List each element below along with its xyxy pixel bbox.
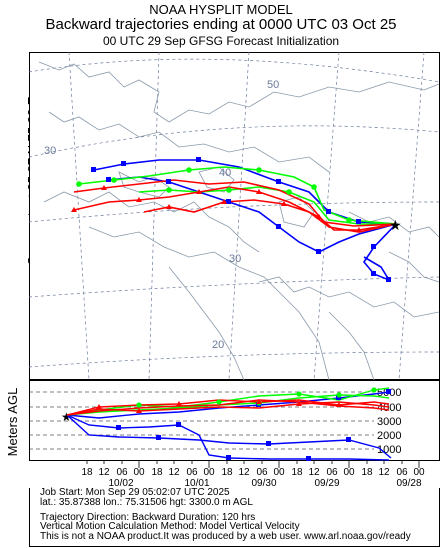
lat-label: 40	[219, 167, 231, 179]
height-green	[66, 394, 390, 416]
lat-label: 20	[212, 339, 224, 351]
job-start: Job Start: Mon Sep 29 05:02:07 UTC 2025	[40, 487, 230, 498]
hour-tick: 06	[116, 467, 128, 478]
trajectory-markers	[71, 157, 391, 282]
hour-tick: 00	[203, 467, 215, 478]
date-tick: 10/02	[108, 478, 133, 488]
height-blue	[66, 414, 390, 461]
height-blue	[66, 414, 392, 459]
lat-label: 30	[229, 253, 241, 265]
hour-tick: 12	[98, 467, 110, 478]
hour-tick: 06	[186, 467, 198, 478]
trajectory-direction: Trajectory Direction: Backward Duration:…	[40, 511, 256, 523]
source-coords: lat.: 35.87388 lon.: 75.31506 hgt: 3300.…	[40, 496, 253, 508]
hour-tick: 00	[413, 467, 425, 478]
job-info-box: Job Start: Mon Sep 29 05:02:07 UTC 2025 …	[29, 488, 440, 547]
hour-tick: 06	[326, 467, 338, 478]
vertical-motion-method: Vertical Motion Calculation Method: Mode…	[40, 521, 300, 533]
hour-tick: 18	[361, 467, 373, 478]
meters-agl-label: Meters AGL	[5, 387, 20, 457]
height-tick: 3000	[377, 416, 401, 428]
start-star-icon: ★	[61, 410, 72, 424]
chart-subtitle: 00 UTC 29 Sep GFSG Forecast Initializati…	[102, 34, 340, 48]
hour-tick: 06	[256, 467, 268, 478]
date-tick: 10/01	[184, 478, 209, 488]
hour-tick: 12	[168, 467, 180, 478]
height-tick: 4000	[377, 402, 401, 414]
chart-title: Backward trajectories ending at 0000 UTC…	[45, 16, 397, 33]
trajectory-blue	[93, 159, 397, 225]
trajectory-red	[73, 179, 397, 227]
hour-tick: 00	[343, 467, 355, 478]
lat-label: 30	[44, 145, 56, 157]
height-tick: 2000	[377, 430, 401, 442]
disclaimer: This is not a NOAA product.It was produc…	[40, 531, 411, 543]
hour-tick: 18	[291, 467, 303, 478]
hour-tick: 18	[81, 467, 93, 478]
date-tick: 09/29	[314, 478, 339, 488]
hour-tick: 12	[308, 467, 320, 478]
date-tick: 09/28	[396, 478, 421, 488]
trajectory-map: 50 40 30 30 20	[29, 52, 440, 380]
hour-tick: 06	[396, 467, 408, 478]
height-red	[66, 399, 390, 416]
hour-tick: 18	[221, 467, 233, 478]
graticule	[29, 52, 440, 380]
height-tick: 1000	[377, 444, 401, 456]
date-tick: 09/30	[251, 478, 276, 488]
trajectory-red	[143, 199, 397, 233]
hour-tick: 18	[151, 467, 163, 478]
hour-tick: 00	[273, 467, 285, 478]
hour-tick: 12	[238, 467, 250, 478]
model-name: NOAA HYSPLIT MODEL	[149, 2, 293, 17]
hour-tick: 00	[133, 467, 145, 478]
hour-tick: 12	[378, 467, 390, 478]
vertical-profile: 5000 4000 3000 2000 1000 3300 ★	[29, 380, 440, 488]
source-star-icon: ★	[389, 217, 402, 233]
lat-label: 50	[267, 79, 279, 91]
trajectory-red	[73, 186, 397, 231]
